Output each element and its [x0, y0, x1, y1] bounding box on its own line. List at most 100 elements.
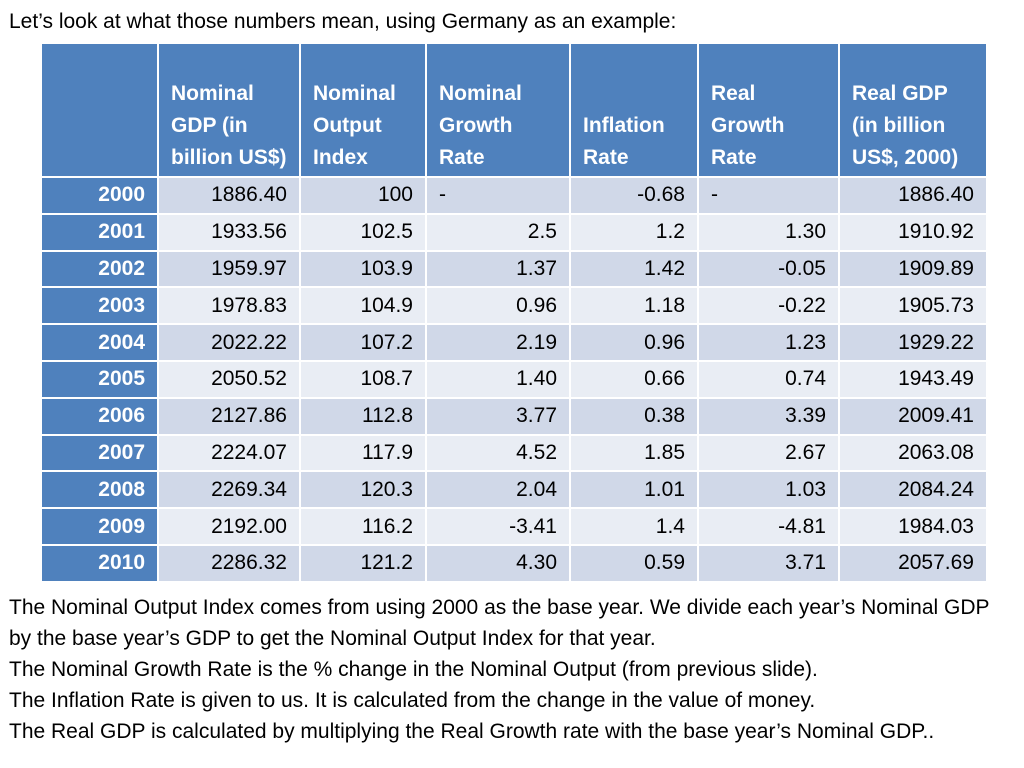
inflation-cell: 1.18	[571, 288, 699, 326]
header-corner	[42, 44, 159, 178]
real-growth-cell: -	[699, 178, 840, 215]
table-row: 2007 2224.07 117.9 4.52 1.85 2.67 2063.0…	[42, 435, 988, 473]
real-growth-cell: 2.67	[699, 435, 840, 473]
nominal-gdp-cell: 2192.00	[159, 509, 301, 546]
year-cell: 2003	[42, 288, 159, 326]
index-cell: 107.2	[301, 325, 427, 362]
year-cell: 2000	[42, 178, 159, 215]
index-cell: 108.7	[301, 361, 427, 399]
year-cell: 2008	[42, 472, 159, 510]
inflation-cell: 1.2	[571, 214, 699, 252]
index-cell: 104.9	[301, 288, 427, 326]
index-cell: 112.8	[301, 398, 427, 436]
real-growth-cell: -4.81	[699, 509, 840, 546]
year-cell: 2002	[42, 251, 159, 289]
explanation-notes: The Nominal Output Index comes from usin…	[9, 592, 1009, 747]
note-nominal-growth: The Nominal Growth Rate is the % change …	[9, 658, 818, 681]
note-real-gdp: The Real GDP is calculated by multiplyin…	[9, 720, 935, 743]
index-cell: 100	[301, 178, 427, 215]
real-growth-cell: -0.05	[699, 251, 840, 289]
inflation-cell: 0.96	[571, 325, 699, 362]
header-nominal-gdp: Nominal GDP (in billion US$)	[159, 44, 301, 178]
inflation-cell: 0.66	[571, 361, 699, 399]
real-growth-cell: 1.03	[699, 472, 840, 510]
real-gdp-cell: 1909.89	[840, 251, 988, 289]
table-row: 2008 2269.34 120.3 2.04 1.01 1.03 2084.2…	[42, 472, 988, 510]
real-gdp-cell: 1905.73	[840, 288, 988, 326]
year-cell: 2004	[42, 325, 159, 362]
note-output-index: The Nominal Output Index comes from usin…	[9, 596, 990, 650]
inflation-cell: -0.68	[571, 178, 699, 215]
index-cell: 117.9	[301, 435, 427, 473]
real-gdp-cell: 1984.03	[840, 509, 988, 546]
year-cell: 2001	[42, 214, 159, 252]
table-row: 2002 1959.97 103.9 1.37 1.42 -0.05 1909.…	[42, 251, 988, 289]
real-gdp-cell: 2057.69	[840, 545, 988, 583]
nominal-growth-cell: 3.77	[427, 398, 571, 436]
year-cell: 2007	[42, 435, 159, 473]
inflation-cell: 1.85	[571, 435, 699, 473]
real-growth-cell: 1.30	[699, 214, 840, 252]
index-cell: 120.3	[301, 472, 427, 510]
nominal-growth-cell: 2.04	[427, 472, 571, 510]
header-inflation-rate: Inflation Rate	[571, 44, 699, 178]
table-header-row: Nominal GDP (in billion US$) Nominal Out…	[42, 44, 988, 178]
nominal-gdp-cell: 1978.83	[159, 288, 301, 326]
header-real-gdp: Real GDP (in billion US$, 2000)	[840, 44, 988, 178]
table-row: 2006 2127.86 112.8 3.77 0.38 3.39 2009.4…	[42, 398, 988, 436]
intro-text: Let’s look at what those numbers mean, u…	[9, 10, 677, 33]
table-row: 2001 1933.56 102.5 2.5 1.2 1.30 1910.92	[42, 214, 988, 252]
real-gdp-cell: 2063.08	[840, 435, 988, 473]
table-row: 2005 2050.52 108.7 1.40 0.66 0.74 1943.4…	[42, 361, 988, 399]
nominal-gdp-cell: 1959.97	[159, 251, 301, 289]
table-row: 2003 1978.83 104.9 0.96 1.18 -0.22 1905.…	[42, 288, 988, 326]
index-cell: 116.2	[301, 509, 427, 546]
nominal-gdp-cell: 2050.52	[159, 361, 301, 399]
nominal-gdp-cell: 2127.86	[159, 398, 301, 436]
nominal-growth-cell: 0.96	[427, 288, 571, 326]
real-growth-cell: -0.22	[699, 288, 840, 326]
header-nominal-output-index: Nominal Output Index	[301, 44, 427, 178]
nominal-growth-cell: -3.41	[427, 509, 571, 546]
real-gdp-cell: 1929.22	[840, 325, 988, 362]
nominal-growth-cell: 1.40	[427, 361, 571, 399]
table-row: 2010 2286.32 121.2 4.30 0.59 3.71 2057.6…	[42, 545, 988, 583]
index-cell: 103.9	[301, 251, 427, 289]
table-row: 2000 1886.40 100 - -0.68 - 1886.40	[42, 178, 988, 215]
header-nominal-growth-rate: Nominal Growth Rate	[427, 44, 571, 178]
nominal-gdp-cell: 2269.34	[159, 472, 301, 510]
nominal-gdp-cell: 1886.40	[159, 178, 301, 215]
real-growth-cell: 3.39	[699, 398, 840, 436]
real-growth-cell: 1.23	[699, 325, 840, 362]
gdp-table: Nominal GDP (in billion US$) Nominal Out…	[42, 44, 988, 583]
real-gdp-cell: 2084.24	[840, 472, 988, 510]
nominal-gdp-cell: 2022.22	[159, 325, 301, 362]
inflation-cell: 1.42	[571, 251, 699, 289]
nominal-gdp-cell: 2224.07	[159, 435, 301, 473]
nominal-growth-cell: 1.37	[427, 251, 571, 289]
nominal-growth-cell: 4.30	[427, 545, 571, 583]
nominal-gdp-cell: 2286.32	[159, 545, 301, 583]
inflation-cell: 1.4	[571, 509, 699, 546]
real-gdp-cell: 2009.41	[840, 398, 988, 436]
year-cell: 2005	[42, 361, 159, 399]
real-gdp-cell: 1886.40	[840, 178, 988, 215]
index-cell: 121.2	[301, 545, 427, 583]
inflation-cell: 1.01	[571, 472, 699, 510]
nominal-growth-cell: 2.19	[427, 325, 571, 362]
nominal-growth-cell: -	[427, 178, 571, 215]
inflation-cell: 0.59	[571, 545, 699, 583]
inflation-cell: 0.38	[571, 398, 699, 436]
year-cell: 2010	[42, 545, 159, 583]
nominal-growth-cell: 4.52	[427, 435, 571, 473]
real-growth-cell: 3.71	[699, 545, 840, 583]
nominal-growth-cell: 2.5	[427, 214, 571, 252]
table-row: 2004 2022.22 107.2 2.19 0.96 1.23 1929.2…	[42, 325, 988, 362]
note-inflation: The Inflation Rate is given to us. It is…	[9, 689, 816, 712]
year-cell: 2006	[42, 398, 159, 436]
real-gdp-cell: 1910.92	[840, 214, 988, 252]
index-cell: 102.5	[301, 214, 427, 252]
real-growth-cell: 0.74	[699, 361, 840, 399]
year-cell: 2009	[42, 509, 159, 546]
table-row: 2009 2192.00 116.2 -3.41 1.4 -4.81 1984.…	[42, 509, 988, 546]
